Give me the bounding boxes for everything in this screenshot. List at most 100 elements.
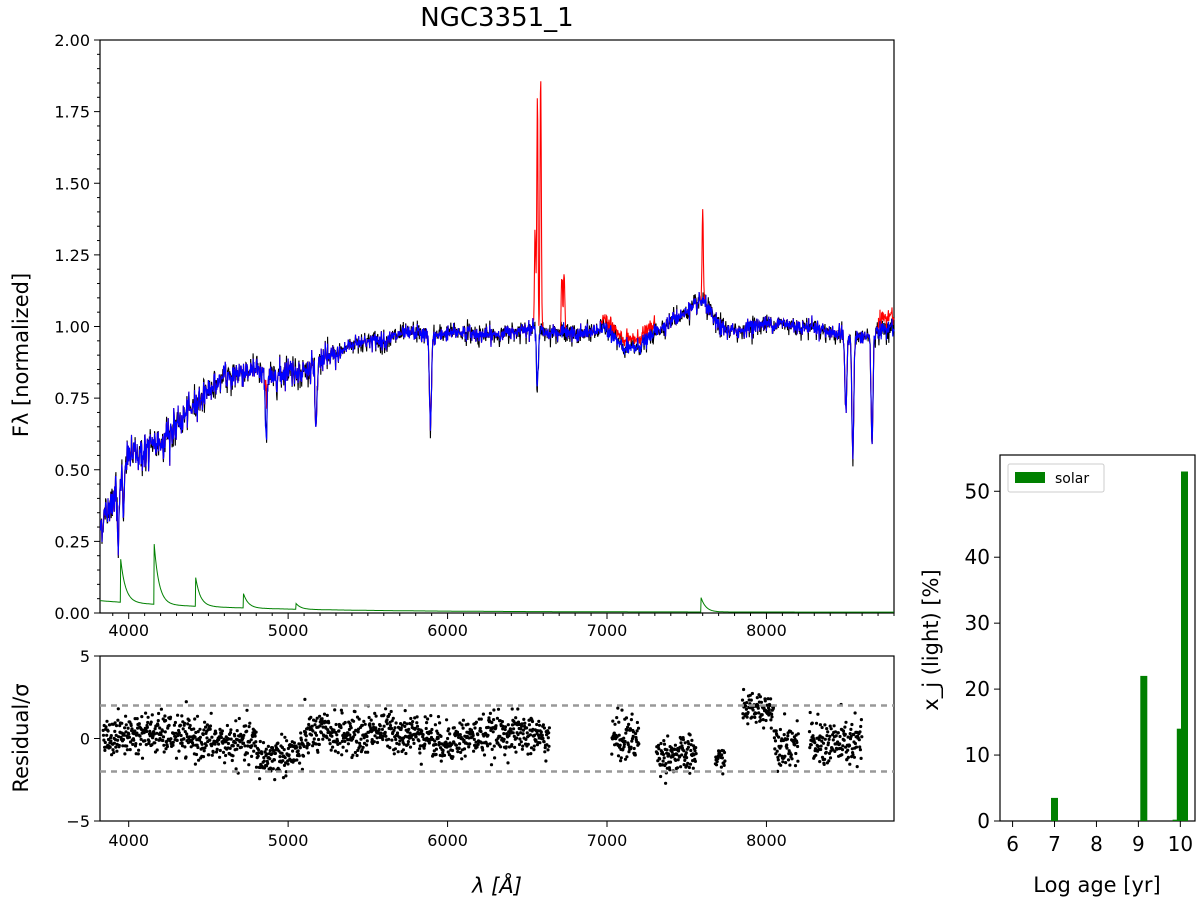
residual-point [139,737,143,742]
residual-point [481,712,485,716]
residual-point [309,715,313,720]
residual-point [155,748,159,752]
age-y-tick-label: 10 [965,743,990,767]
residual-point [625,728,629,732]
residual-point [370,738,374,742]
residual-point [463,754,467,758]
residual-point [495,716,499,720]
residual-point [242,733,246,738]
residual-point [205,736,209,740]
residual-point [827,759,831,763]
residual-point [452,726,456,730]
residual-point [616,706,620,710]
residual-point [175,738,179,743]
residual-point [168,715,173,719]
residual-point [462,738,466,742]
residual-point [395,731,400,735]
residual-point [779,763,783,767]
residual-point [456,750,460,754]
residual-point [774,752,778,756]
residual-point [683,758,687,763]
residual-point [330,734,334,738]
residual-point [217,737,221,742]
residual-point [491,730,495,734]
residual-point [152,732,156,736]
residual-point [504,745,508,749]
residual-point [436,715,441,719]
residual-point [460,757,464,761]
residual-point [758,695,763,699]
spectrum-y-tick-label: 0.25 [54,532,90,551]
residual-point [418,747,422,751]
residual-point [716,757,720,761]
residual-point [140,715,144,719]
residual-point [825,734,829,738]
residual-point [746,710,750,715]
age-panel: 6 7 8 9 10 0 10 20 30 40 50 x_j (light) [%] Log ag… [919,454,1196,897]
residual-point [242,758,247,762]
residual-point [778,727,783,732]
residual-point [688,771,692,775]
residual-point [211,750,215,754]
residual-point [254,730,258,734]
residual-point [848,732,852,736]
residual-point [625,755,629,759]
residual-point [539,730,543,734]
residual-point [769,697,773,701]
residual-point [200,746,205,750]
residual-point [101,733,106,737]
residual-point [441,748,445,753]
residual-point [353,710,357,714]
residual-point [210,735,214,739]
residual-point [534,738,538,742]
residual-point [280,745,284,750]
residual-point [239,745,243,749]
residual-point [547,744,551,748]
residual-point [844,720,848,724]
residual-point [833,749,837,754]
residual-point [450,748,455,753]
residual-point [284,761,288,765]
residual-point [188,735,192,739]
residual-point [107,723,112,727]
residual-axes: 4000 5000 6000 7000 8000 −5 0 5 [66,647,894,850]
residual-point [423,715,427,719]
residual-point [520,722,524,726]
residual-point [860,735,864,739]
spectrum-y-tick-label: 0.00 [54,604,90,623]
residual-point [200,742,204,746]
age-bar [1181,471,1188,821]
residual-point [118,724,122,728]
spectrum-lines [99,81,895,613]
residual-point [430,727,434,732]
residual-point [155,731,159,735]
residual-point [826,741,831,745]
residual-point [159,733,163,737]
residual-point [253,734,257,738]
residual-point [193,762,197,766]
age-bar [1051,797,1058,821]
residual-point [254,765,259,769]
residual-y-tick-label: −5 [66,812,90,831]
residual-point [482,753,487,757]
residual-point [512,734,516,739]
residual-point [406,730,410,734]
residual-point [433,723,437,727]
residual-point [520,747,525,751]
residual-point [261,741,266,745]
residual-point [422,746,426,750]
residual-point [249,738,253,742]
residual-point [202,749,206,753]
residual-point [744,704,748,708]
residual-point [457,746,461,751]
residual-point [164,718,168,723]
residual-point [234,719,238,723]
residual-point [636,726,641,730]
residual-point [807,730,812,734]
residual-point [522,717,526,722]
residual-point [111,748,115,752]
residual-point [116,718,120,722]
residual-point [633,753,637,757]
residual-point [744,707,749,711]
residual-point [394,721,398,725]
